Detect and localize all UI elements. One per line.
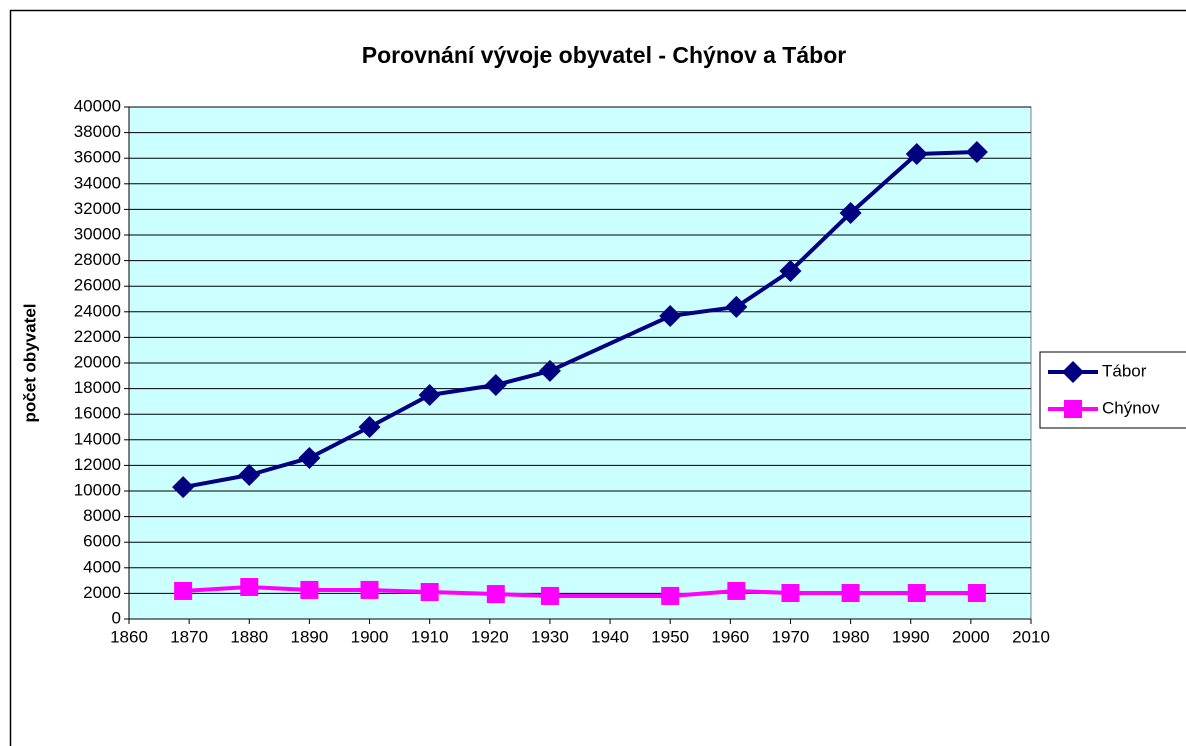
marker	[174, 581, 193, 600]
x-tick-label: 1890	[290, 627, 328, 646]
x-tick-label: 1870	[170, 627, 208, 646]
marker	[298, 446, 321, 469]
legend-label: Chýnov	[1102, 398, 1160, 417]
y-tick-label: 2000	[83, 583, 121, 602]
marker	[965, 141, 988, 164]
x-tick-label: 2010	[1012, 627, 1050, 646]
marker	[238, 464, 261, 486]
y-tick-label: 26000	[74, 276, 121, 295]
marker	[907, 584, 926, 603]
y-tick-label: 22000	[74, 327, 121, 346]
y-tick-label: 8000	[83, 506, 121, 525]
marker	[659, 305, 682, 328]
y-tick-label: 30000	[74, 224, 121, 243]
x-tick-label: 1970	[772, 627, 810, 646]
y-tick-label: 14000	[74, 429, 121, 448]
marker	[725, 295, 748, 318]
marker	[841, 584, 860, 603]
y-tick-label: 24000	[74, 301, 121, 320]
marker	[905, 142, 928, 165]
x-tick-label: 1930	[531, 627, 569, 646]
x-tick-label: 1900	[351, 627, 389, 646]
y-axis-label: počet obyvatel	[20, 303, 39, 422]
marker	[358, 416, 381, 438]
y-tick-label: 40000	[74, 96, 121, 115]
legend-box	[1039, 351, 1186, 429]
marker	[486, 585, 505, 604]
y-tick-label: 34000	[74, 173, 121, 192]
marker	[240, 578, 259, 596]
chart-title: Porovnání vývoje obyvatel - Chýnov a Táb…	[362, 42, 846, 68]
marker	[1064, 400, 1082, 418]
y-tick-label: 0	[112, 608, 121, 627]
x-tick-label: 1880	[230, 627, 268, 646]
x-tick-label: 1960	[711, 627, 749, 646]
y-tick-label: 12000	[74, 455, 121, 474]
y-tick-label: 32000	[74, 199, 121, 218]
marker	[538, 359, 561, 382]
marker	[839, 201, 862, 224]
y-tick-label: 6000	[83, 532, 121, 551]
x-tick-label: 1920	[471, 627, 509, 646]
y-tick-label: 20000	[74, 352, 121, 371]
marker	[300, 580, 319, 599]
x-tick-label: 1860	[110, 627, 148, 646]
marker	[540, 586, 559, 605]
marker	[727, 581, 746, 600]
marker	[420, 582, 439, 601]
x-tick-label: 1950	[651, 627, 689, 646]
x-tick-label: 1990	[892, 627, 930, 646]
y-tick-label: 4000	[83, 557, 121, 576]
marker	[418, 384, 441, 406]
y-tick-label: 36000	[74, 148, 121, 167]
marker	[661, 586, 680, 605]
legend-label: Tábor	[1102, 361, 1147, 380]
marker	[484, 374, 507, 397]
x-tick-label: 1940	[591, 627, 629, 646]
x-tick-label: 1910	[411, 627, 449, 646]
marker	[172, 476, 195, 499]
y-tick-label: 18000	[74, 378, 121, 397]
x-tick-label: 1980	[832, 627, 870, 646]
marker	[781, 584, 800, 603]
marker	[360, 580, 379, 599]
y-tick-label: 38000	[74, 122, 121, 141]
y-tick-label: 10000	[74, 480, 121, 499]
y-tick-label: 16000	[74, 404, 121, 423]
marker	[779, 259, 802, 282]
marker	[1062, 361, 1084, 383]
x-tick-label: 2000	[952, 627, 990, 646]
y-tick-label: 28000	[74, 250, 121, 269]
marker	[967, 584, 986, 603]
